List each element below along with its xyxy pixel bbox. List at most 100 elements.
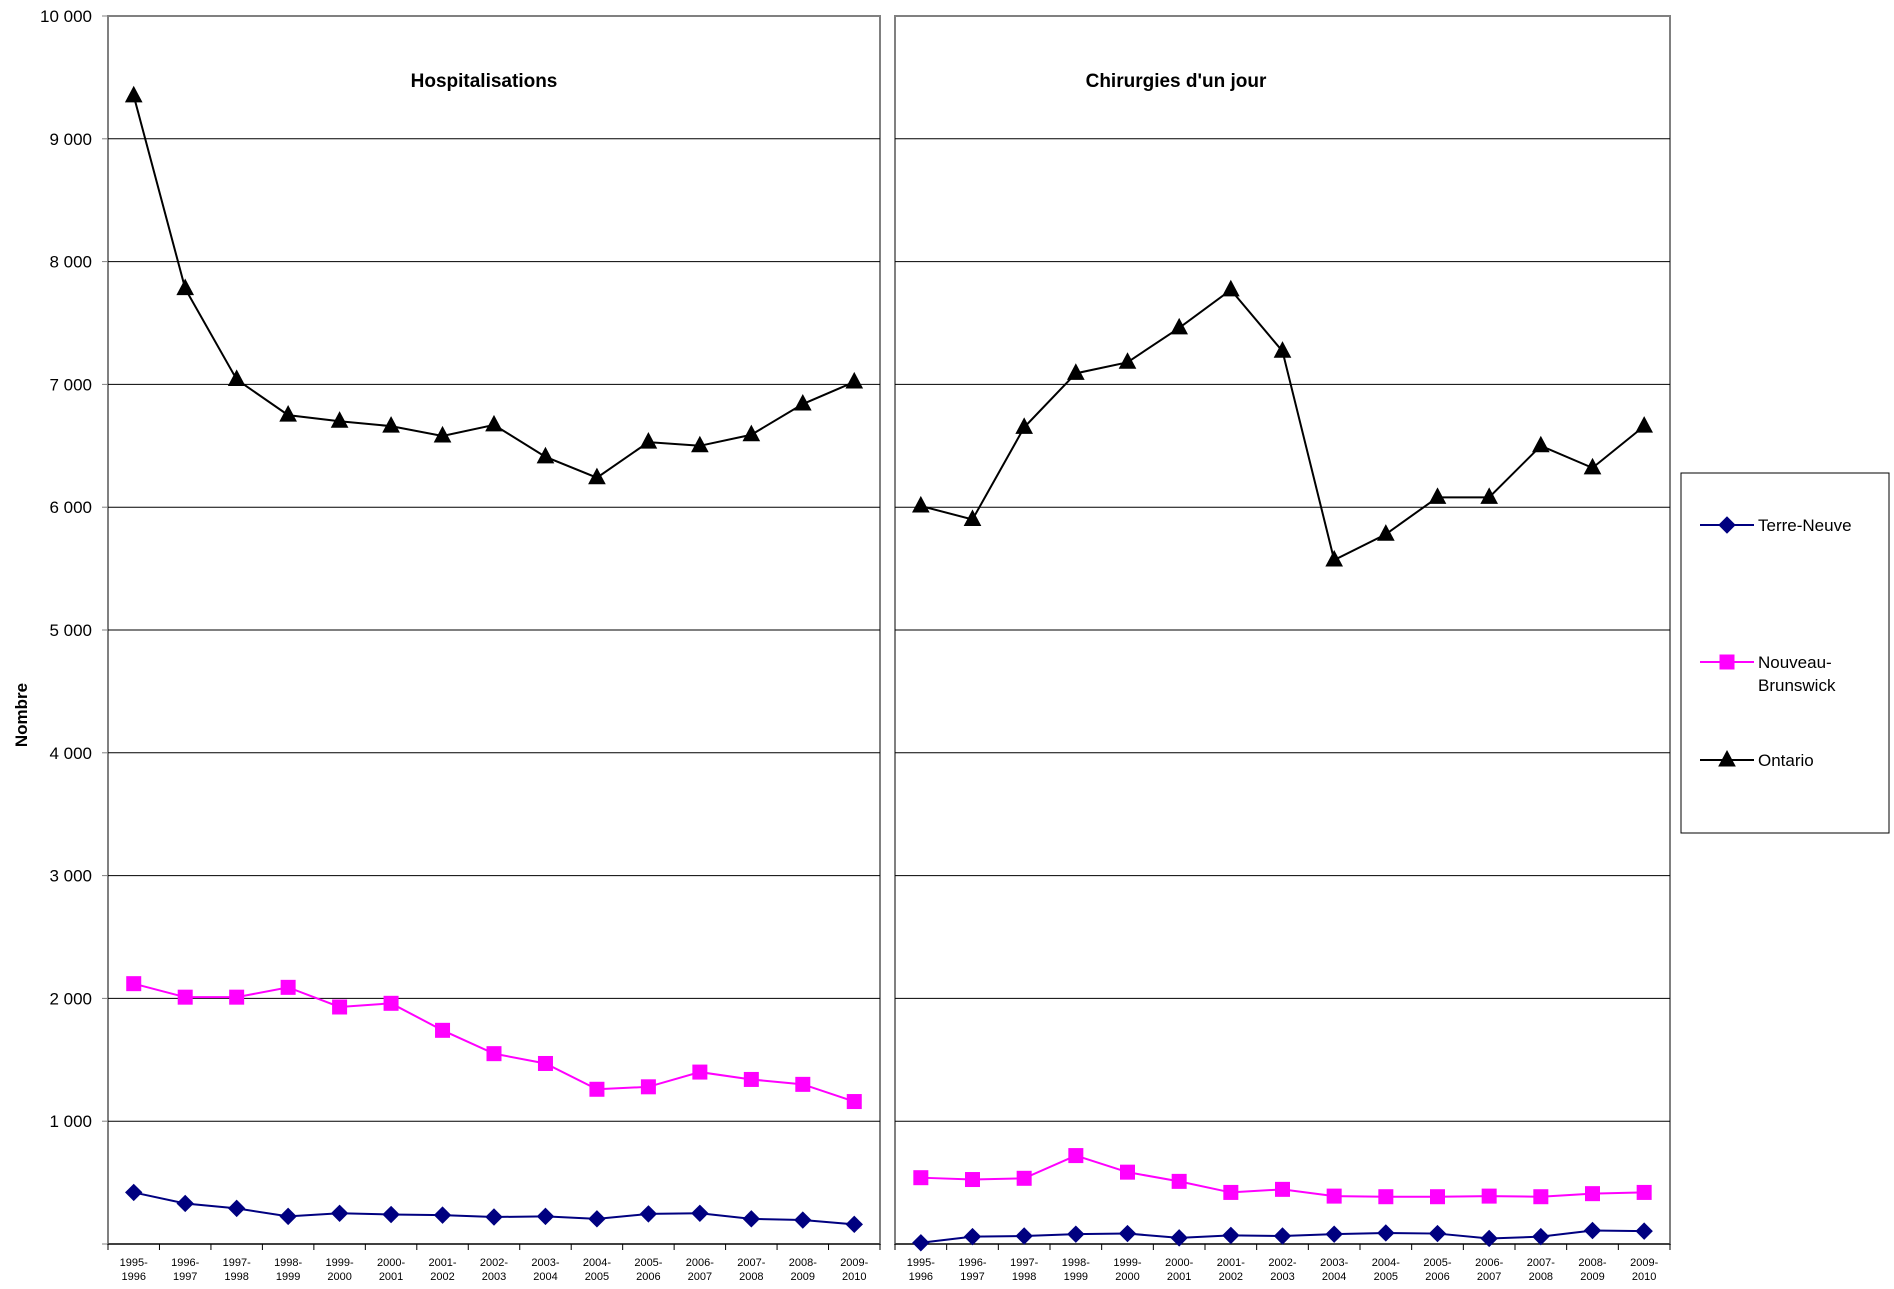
data-point xyxy=(485,414,503,432)
data-point xyxy=(1170,317,1188,335)
data-point xyxy=(1325,549,1343,567)
x-tick-label: 2008-2009 xyxy=(789,1257,817,1283)
data-point xyxy=(330,411,349,428)
legend-marker xyxy=(1718,516,1736,534)
data-point xyxy=(1480,1229,1498,1248)
data-point xyxy=(1430,1189,1445,1205)
data-point xyxy=(1583,457,1602,475)
data-point xyxy=(742,424,761,442)
data-point xyxy=(1118,1224,1137,1243)
data-point xyxy=(639,1205,658,1223)
data-point xyxy=(794,1211,812,1229)
legend-label: Nouveau-Brunswick xyxy=(1758,653,1836,695)
data-point xyxy=(485,1208,503,1226)
data-point xyxy=(589,1081,605,1097)
data-point xyxy=(433,1206,452,1224)
x-tick-label: 2000-2001 xyxy=(1165,1257,1193,1283)
data-point xyxy=(1015,417,1033,434)
x-tick-label: 2007-2008 xyxy=(1527,1257,1555,1283)
data-point xyxy=(1067,1225,1085,1243)
data-point xyxy=(433,425,452,443)
data-point xyxy=(1585,1186,1600,1202)
data-point xyxy=(793,393,812,411)
data-point xyxy=(743,1071,759,1087)
series-line xyxy=(920,288,1645,562)
data-point xyxy=(1015,1227,1033,1245)
legend-marker xyxy=(1718,749,1736,767)
panel-title: Hospitalisations xyxy=(411,71,558,92)
data-point xyxy=(1273,1227,1292,1245)
data-point xyxy=(1636,1184,1652,1200)
data-point xyxy=(640,1079,656,1095)
data-point xyxy=(536,446,555,464)
data-point xyxy=(125,1183,143,1202)
y-tick-label: 3 000 xyxy=(49,867,92,886)
data-point xyxy=(1222,1226,1240,1245)
data-point xyxy=(692,1064,708,1080)
y-tick-label: 5 000 xyxy=(49,621,92,640)
data-point xyxy=(382,1205,400,1224)
legend-label: Ontario xyxy=(1758,751,1814,770)
data-point xyxy=(280,979,296,995)
data-point xyxy=(1480,487,1498,504)
x-tick-label: 2008-2009 xyxy=(1578,1257,1606,1283)
data-point xyxy=(227,369,246,386)
data-point xyxy=(913,1170,929,1186)
data-point xyxy=(383,995,399,1011)
data-point xyxy=(963,1227,982,1246)
data-point xyxy=(177,989,193,1005)
data-point xyxy=(1532,1227,1550,1246)
data-point xyxy=(588,1210,606,1228)
legend-item: Ontario xyxy=(1700,749,1814,770)
series-ontario xyxy=(124,85,864,485)
data-point xyxy=(965,1172,980,1188)
panels-layer: 1 000 2 000 3 000 4 000 5 000 6 000 7 000 8 000… xyxy=(40,7,1671,1283)
y-axis-label: Nombre xyxy=(12,683,31,747)
data-point xyxy=(1273,341,1292,358)
data-point xyxy=(1533,1189,1549,1205)
data-point xyxy=(845,1215,863,1234)
data-point xyxy=(486,1046,502,1062)
y-tick-labels: 1 000 2 000 3 000 4 000 5 000 6 000 7 000 8 000… xyxy=(40,7,92,1131)
data-point xyxy=(1326,1188,1342,1204)
data-point xyxy=(742,1210,761,1228)
x-tick-label: 1997-1998 xyxy=(1010,1257,1038,1283)
series-ontario xyxy=(911,279,1653,567)
y-tick-label: 7 000 xyxy=(49,375,92,394)
data-point xyxy=(330,1204,349,1223)
series-terre-neuve xyxy=(912,1221,1653,1252)
data-point xyxy=(846,1094,862,1110)
panel-title: Chirurgies d'un jour xyxy=(1086,71,1267,92)
x-tick-label: 1996-1997 xyxy=(958,1257,986,1283)
series-terre-neuve xyxy=(125,1183,863,1234)
data-point xyxy=(1223,1184,1239,1200)
data-point xyxy=(1325,1225,1343,1243)
x-tick-label: 2002-2003 xyxy=(480,1257,508,1283)
x-tick-label: 2000-2001 xyxy=(377,1257,405,1283)
data-point xyxy=(176,1194,194,1213)
data-point xyxy=(435,1022,451,1038)
data-point xyxy=(1635,1222,1653,1240)
data-point xyxy=(1067,363,1085,380)
data-point xyxy=(1532,435,1550,453)
data-point xyxy=(963,509,982,526)
data-point xyxy=(1118,352,1137,369)
data-point xyxy=(124,85,143,103)
legend-marker xyxy=(1719,654,1735,670)
y-tick-label: 10 000 xyxy=(40,7,92,26)
data-point xyxy=(279,405,297,422)
x-tick-label: 1999-2000 xyxy=(1113,1257,1141,1283)
x-tick-label: 2006-2007 xyxy=(686,1257,714,1283)
x-tick-label: 2006-2007 xyxy=(1475,1257,1503,1283)
y-tick-label: 9 000 xyxy=(49,130,92,149)
data-point xyxy=(536,1207,555,1226)
data-point xyxy=(1016,1170,1032,1186)
data-point xyxy=(639,432,658,449)
data-point xyxy=(1170,1229,1188,1247)
data-point xyxy=(537,1055,553,1071)
data-point xyxy=(382,416,400,433)
x-tick-label: 1995-1996 xyxy=(907,1257,935,1283)
data-point xyxy=(1428,1224,1447,1243)
x-tick-label: 2001-2002 xyxy=(1217,1257,1245,1283)
